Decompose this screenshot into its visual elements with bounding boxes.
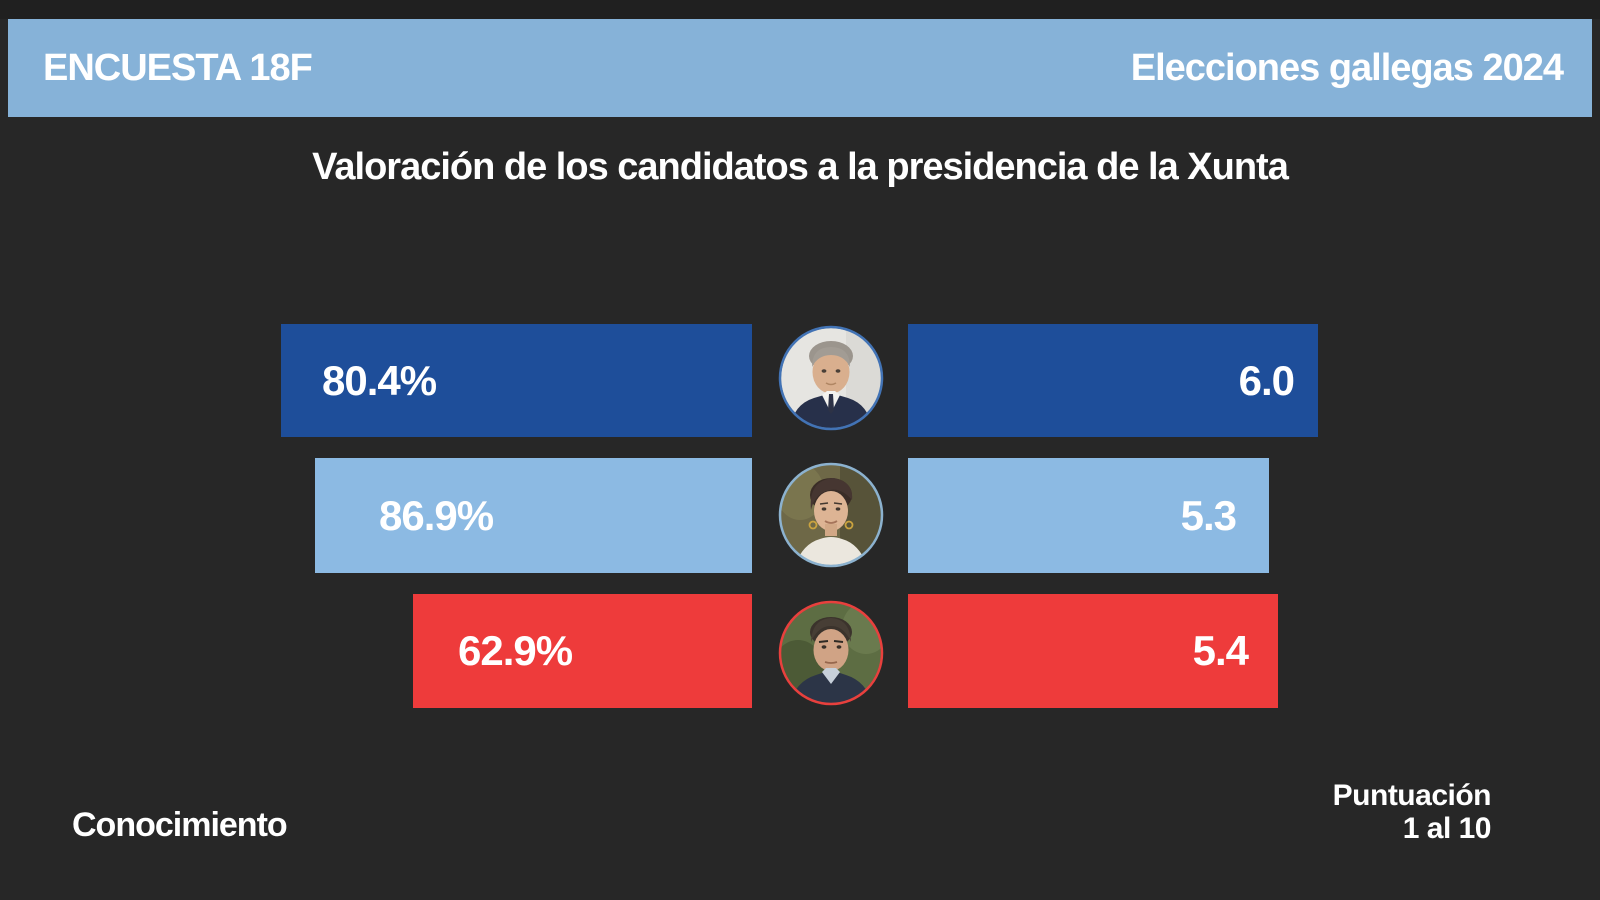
right-axis-label: Puntuación 1 al 10 xyxy=(1332,779,1492,845)
puntuacion-value-row3: 5.4 xyxy=(1192,627,1249,674)
conocimiento-value-row3: 62.9% xyxy=(458,627,573,674)
puntuacion-value-row2: 5.3 xyxy=(1180,491,1237,539)
conocimiento-bar-row1: 80.4% xyxy=(281,324,752,437)
candidate-photo-1 xyxy=(778,325,884,431)
right-axis-label-line1: Puntuación xyxy=(1332,779,1492,812)
conocimiento-bar-row2: 86.9% xyxy=(315,458,752,573)
candidate-photo-3 xyxy=(778,600,884,706)
conocimiento-value-row1: 80.4% xyxy=(322,356,437,404)
header-band: ENCUESTA 18F Elecciones gallegas 2024 xyxy=(8,19,1592,117)
header-left-title: ENCUESTA 18F xyxy=(43,46,313,89)
right-axis-label-line2: 1 al 10 xyxy=(1402,812,1492,845)
puntuacion-value-row1: 6.0 xyxy=(1238,356,1295,404)
puntuacion-bar-row2: 5.3 xyxy=(908,458,1269,573)
puntuacion-bar-row1: 6.0 xyxy=(908,324,1318,437)
header-right-title: Elecciones gallegas 2024 xyxy=(1130,46,1564,89)
left-axis-label: Conocimiento xyxy=(72,806,288,844)
puntuacion-bar-row3: 5.4 xyxy=(908,594,1278,708)
top-strip xyxy=(0,0,1600,19)
page-title: Valoración de los candidatos a la presid… xyxy=(312,146,1289,188)
conocimiento-value-row2: 86.9% xyxy=(379,491,494,539)
candidate-photo-2 xyxy=(778,462,884,568)
conocimiento-bar-row3: 62.9% xyxy=(413,594,752,708)
